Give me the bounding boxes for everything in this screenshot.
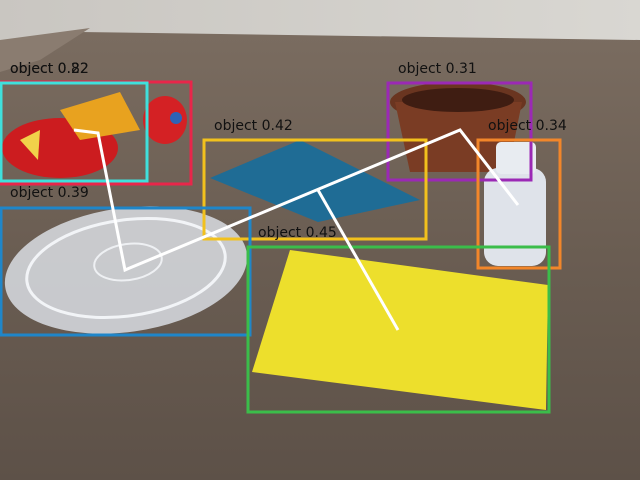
bbox-plastic-bottle [476, 138, 562, 270]
blue-notebook-object [210, 140, 420, 222]
bbox-yellow-cloth [246, 245, 551, 414]
bounding-boxes [0, 80, 562, 414]
bbox-cupcake-liner [386, 81, 533, 182]
bbox-label-clear-lid: object 0.39 [10, 185, 89, 201]
bbox-clear-lid [0, 206, 252, 337]
yellow-cloth-object [252, 250, 548, 410]
bbox-label-red-dragon-plush: object 0.22 [10, 61, 89, 77]
grasp-path [73, 128, 520, 273]
grasp-path-branch [316, 189, 400, 331]
bbox-dragon-inner [0, 81, 149, 183]
bbox-label-plastic-bottle: object 0.34 [488, 118, 567, 134]
bbox-blue-notebook [202, 138, 428, 241]
table-corner [0, 28, 90, 72]
bbox-label-yellow-cloth: object 0.45 [258, 225, 337, 241]
bbox-label-dragon-inner: object 0.82 [10, 61, 89, 77]
bottle-object [484, 142, 546, 266]
bbox-label-blue-notebook: object 0.42 [214, 118, 293, 134]
bbox-label-cupcake-liner: object 0.31 [398, 61, 477, 77]
